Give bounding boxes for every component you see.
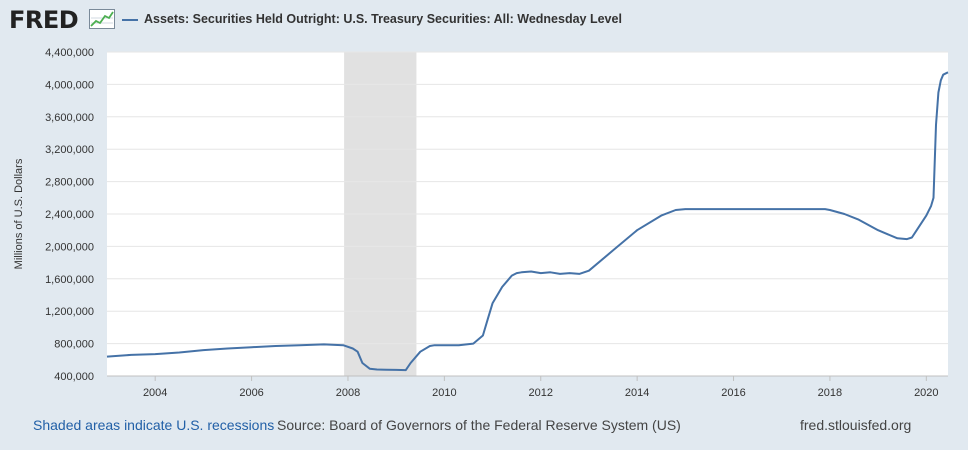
- site-url[interactable]: fred.stlouisfed.org: [800, 417, 912, 433]
- x-tick-label: 2014: [625, 387, 649, 399]
- x-tick-label: 2006: [239, 387, 263, 399]
- y-axis-title: Millions of U.S. Dollars: [13, 158, 25, 269]
- y-tick-label: 1,600,000: [45, 274, 94, 286]
- x-tick-label: 2016: [721, 387, 745, 399]
- x-tick-label: 2020: [914, 387, 938, 399]
- chart-line-icon: [89, 9, 115, 29]
- x-tick-label: 2008: [336, 387, 360, 399]
- y-tick-label: 2,400,000: [45, 209, 94, 221]
- y-tick-label: 2,000,000: [45, 241, 94, 253]
- chart-legend[interactable]: Assets: Securities Held Outright: U.S. T…: [122, 12, 622, 26]
- y-tick-label: 800,000: [54, 339, 94, 351]
- y-tick-label: 2,800,000: [45, 177, 94, 189]
- x-tick-label: 2012: [529, 387, 553, 399]
- recessions-link[interactable]: Shaded areas indicate U.S. recessions: [33, 417, 275, 433]
- x-tick-label: 2018: [818, 387, 842, 399]
- x-tick-label: 2010: [432, 387, 456, 399]
- y-tick-label: 400,000: [54, 371, 94, 383]
- y-tick-label: 4,000,000: [45, 79, 94, 91]
- legend-line-swatch: [122, 18, 138, 21]
- legend-series-label: Assets: Securities Held Outright: U.S. T…: [144, 12, 622, 26]
- y-tick-label: 3,600,000: [45, 112, 94, 124]
- y-tick-label: 1,200,000: [45, 306, 94, 318]
- fred-logo[interactable]: FRED: [9, 6, 79, 34]
- y-tick-label: 3,200,000: [45, 144, 94, 156]
- source-note: Source: Board of Governors of the Federa…: [277, 417, 681, 433]
- y-tick-label: 4,400,000: [45, 47, 94, 59]
- x-tick-label: 2004: [143, 387, 167, 399]
- series-line: [106, 71, 949, 372]
